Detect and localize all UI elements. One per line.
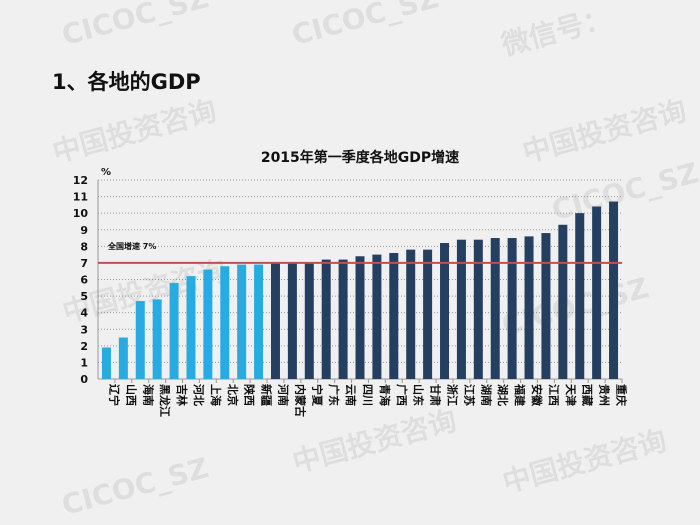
- bar: [118, 337, 128, 379]
- y-tick-label: 11: [73, 191, 88, 204]
- x-tick-label: 贵州: [598, 384, 612, 406]
- x-tick-label: 山西: [124, 384, 138, 406]
- y-axis-unit: %: [101, 167, 111, 178]
- bar: [575, 213, 585, 379]
- x-tick-label: 吉林: [175, 384, 189, 406]
- bar: [220, 266, 230, 379]
- y-tick-label: 9: [80, 224, 88, 237]
- x-tick-label: 陕西: [243, 384, 257, 406]
- bar: [372, 254, 382, 379]
- x-tick-label: 西藏: [581, 384, 595, 406]
- y-tick-label: 1: [80, 356, 88, 369]
- bar: [592, 206, 602, 379]
- x-tick-label: 上海: [209, 384, 223, 406]
- bar: [490, 238, 500, 379]
- bar: [609, 201, 619, 379]
- y-tick-label: 0: [80, 373, 88, 386]
- x-tick-label: 福建: [513, 383, 527, 407]
- y-tick-label: 12: [73, 174, 88, 187]
- bar: [338, 259, 348, 379]
- x-tick-label: 浙江: [446, 384, 460, 406]
- x-tick-label: 北京: [226, 384, 240, 406]
- x-tick-label: 辽宁: [107, 384, 121, 406]
- bar: [321, 259, 331, 379]
- bar: [524, 236, 534, 379]
- bar: [456, 239, 466, 379]
- x-tick-label: 新疆: [260, 384, 274, 406]
- national-average-label: 全国增速 7%: [107, 241, 156, 251]
- x-tick-label: 广东: [327, 384, 341, 406]
- x-tick-label: 湖南: [479, 384, 493, 406]
- x-tick-label: 内蒙古: [293, 384, 307, 417]
- bar: [355, 256, 365, 379]
- x-tick-label: 四川: [361, 384, 374, 406]
- bar: [558, 224, 568, 379]
- x-tick-label: 黑龙江: [158, 384, 172, 417]
- bar: [440, 243, 450, 379]
- x-tick-label: 河北: [192, 384, 206, 406]
- y-tick-label: 5: [80, 290, 88, 303]
- bar: [270, 262, 280, 379]
- x-tick-label: 青海: [378, 384, 392, 406]
- bar: [237, 264, 247, 379]
- x-tick-label: 湖北: [496, 384, 510, 406]
- bar: [152, 299, 162, 379]
- y-tick-label: 4: [80, 307, 88, 320]
- y-tick-label: 7: [80, 257, 88, 270]
- y-tick-label: 6: [80, 274, 88, 287]
- x-tick-label: 安徽: [530, 384, 544, 407]
- bar: [389, 252, 399, 379]
- bar: [254, 264, 264, 379]
- bar: [186, 276, 196, 379]
- x-tick-label: 山东: [412, 384, 426, 406]
- y-tick-label: 8: [80, 240, 88, 253]
- x-tick-label: 江西: [547, 384, 561, 406]
- x-tick-label: 重庆: [615, 384, 629, 406]
- page-heading: 1、各地的GDP: [52, 70, 201, 94]
- bar: [541, 233, 551, 379]
- bar: [169, 282, 179, 379]
- chart-title: 2015年第一季度各地GDP增速: [261, 149, 459, 166]
- x-tick-label: 江苏: [462, 384, 476, 406]
- bar: [473, 239, 483, 379]
- x-tick-label: 河南: [276, 384, 290, 406]
- bar: [203, 269, 213, 379]
- bar: [287, 262, 297, 379]
- bar: [304, 262, 314, 379]
- bar: [135, 301, 145, 379]
- x-tick-label: 海南: [141, 384, 155, 406]
- bar: [101, 347, 111, 379]
- bar: [423, 249, 433, 379]
- bar: [507, 238, 517, 379]
- x-tick-label: 广西: [395, 384, 409, 406]
- x-tick-label: 宁夏: [310, 384, 324, 407]
- y-tick-label: 2: [80, 340, 88, 353]
- x-tick-label: 天津: [564, 384, 578, 406]
- x-tick-label: 甘肃: [429, 384, 443, 406]
- bar: [406, 249, 416, 379]
- y-tick-label: 10: [73, 207, 89, 220]
- y-tick-label: 3: [80, 323, 88, 336]
- x-tick-label: 云南: [344, 384, 358, 406]
